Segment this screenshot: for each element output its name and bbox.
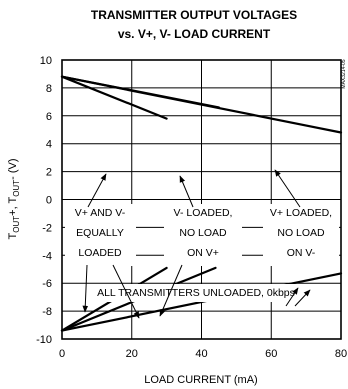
y-tick-label: 2	[46, 167, 52, 179]
y-tick-label: -6	[42, 278, 52, 290]
x-axis-label: LOAD CURRENT (mA)	[144, 374, 257, 386]
annotation-text: V+ AND V-	[75, 207, 126, 219]
annotation-arrow	[112, 264, 140, 319]
annotation-background	[164, 204, 242, 266]
annotation-arrow	[159, 264, 183, 317]
annotation-text: NO LOAD	[277, 227, 325, 239]
series-line-3	[60, 75, 343, 134]
y-tick-label: 8	[46, 83, 52, 95]
y-tick-label: 6	[46, 111, 52, 123]
annotation-arrow	[274, 169, 301, 208]
x-tick-label: 0	[59, 348, 65, 360]
annotation-text: NO LOAD	[179, 227, 227, 239]
x-tick-label: 40	[195, 348, 207, 360]
annotation-arrow	[82, 264, 89, 313]
annotation-arrow	[285, 287, 299, 307]
annotation-arrow	[87, 173, 107, 208]
x-tick-label: 20	[126, 348, 138, 360]
annotation-text: ON V+	[187, 247, 219, 259]
annotation-text: ON V-	[287, 247, 316, 259]
x-tick-label: 80	[335, 348, 347, 360]
annotation-text: ALL TRANSMITTERS UNLOADED, 0kbps	[97, 287, 295, 299]
y-axis-label: TOUT+, TOUT- (V)	[7, 159, 21, 240]
series-line-1	[60, 75, 168, 120]
y-tick-label: -8	[42, 306, 52, 318]
y-tick-label: -4	[42, 250, 52, 262]
y-tick-label: 0	[46, 195, 52, 207]
x-tick-label: 60	[265, 348, 277, 360]
annotation-background	[263, 204, 339, 266]
y-tick-label: 4	[46, 139, 52, 151]
y-tick-label: 10	[40, 55, 52, 67]
annotation-text: EQUALLY	[76, 227, 124, 239]
y-tick-label: -10	[36, 334, 52, 346]
annotation-text: V- LOADED,	[174, 207, 233, 219]
annotation-background	[84, 284, 308, 302]
plot-frame	[61, 59, 342, 340]
annotation-arrow	[179, 175, 194, 208]
annotation-arrow	[294, 289, 311, 307]
annotation-text: V+ LOADED,	[270, 207, 332, 219]
annotation-background	[65, 204, 136, 266]
watermark: MAX3214-05	[341, 59, 347, 88]
chart-title-line-2: vs. V+, V- LOAD CURRENT	[118, 27, 271, 41]
chart-title-line-1: TRANSMITTER OUTPUT VOLTAGES	[91, 8, 297, 22]
annotations: V+ AND V- EQUALLY LOADED V- LOADED, NO LOAD O…	[65, 169, 339, 319]
y-tick-label: -2	[42, 222, 52, 234]
annotation-text: LOADED	[78, 247, 122, 259]
